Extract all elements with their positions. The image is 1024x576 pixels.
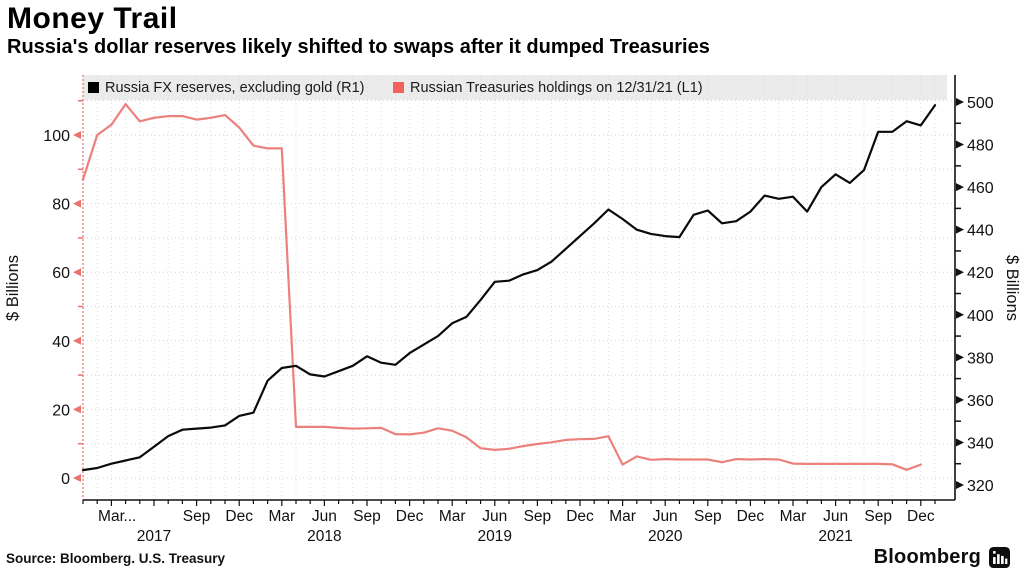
svg-text:Jun: Jun: [312, 508, 337, 525]
bloomberg-logo-text: Bloomberg: [873, 546, 981, 568]
svg-text:Mar: Mar: [609, 508, 636, 525]
svg-text:60: 60: [52, 265, 70, 282]
svg-text:360: 360: [967, 393, 994, 410]
svg-text:Mar: Mar: [780, 508, 807, 525]
svg-text:...: ...: [123, 508, 136, 525]
svg-text:Mar: Mar: [439, 508, 466, 525]
svg-text:Sep: Sep: [353, 508, 381, 525]
svg-text:Dec: Dec: [737, 508, 765, 525]
svg-text:400: 400: [967, 308, 994, 325]
svg-text:340: 340: [967, 435, 994, 452]
svg-text:Sep: Sep: [864, 508, 892, 525]
svg-text:Dec: Dec: [566, 508, 594, 525]
svg-text:80: 80: [52, 197, 70, 214]
svg-text:2019: 2019: [478, 528, 512, 545]
svg-text:440: 440: [967, 223, 994, 240]
legend-swatch-red: [393, 82, 404, 93]
svg-text:480: 480: [967, 138, 994, 155]
svg-text:Sep: Sep: [524, 508, 552, 525]
svg-text:Mar: Mar: [268, 508, 295, 525]
legend-swatch-black: [88, 82, 99, 93]
page-subtitle: Russia's dollar reserves likely shifted …: [7, 36, 710, 58]
svg-text:420: 420: [967, 265, 994, 282]
svg-text:Dec: Dec: [396, 508, 424, 525]
source-text: Source: Bloomberg. U.S. Treasury: [6, 551, 226, 566]
page-title: Money Trail: [7, 2, 178, 35]
svg-text:500: 500: [967, 95, 994, 112]
svg-text:Sep: Sep: [183, 508, 211, 525]
legend-label-fx-reserves: Russia FX reserves, excluding gold (R1): [105, 79, 365, 96]
svg-text:0: 0: [61, 471, 70, 488]
legend-item-fx-reserves: Russia FX reserves, excluding gold (R1): [88, 75, 365, 100]
svg-text:Sep: Sep: [694, 508, 722, 525]
svg-text:380: 380: [967, 350, 994, 367]
svg-text:320: 320: [967, 478, 994, 495]
svg-text:$ Billions: $ Billions: [1003, 255, 1021, 321]
svg-text:Mar: Mar: [98, 508, 125, 525]
svg-text:Jun: Jun: [653, 508, 678, 525]
svg-text:2017: 2017: [137, 528, 171, 545]
svg-text:Dec: Dec: [225, 508, 253, 525]
svg-text:Jun: Jun: [823, 508, 848, 525]
svg-text:Dec: Dec: [907, 508, 935, 525]
svg-text:2018: 2018: [307, 528, 341, 545]
svg-text:$ Billions: $ Billions: [4, 255, 22, 321]
legend-item-treasuries: Russian Treasuries holdings on 12/31/21 …: [393, 75, 703, 100]
svg-text:40: 40: [52, 334, 70, 351]
svg-text:2020: 2020: [648, 528, 683, 545]
bloomberg-terminal-icon: [989, 547, 1010, 568]
svg-text:460: 460: [967, 180, 994, 197]
bloomberg-logo: Bloomberg: [874, 546, 1010, 569]
svg-text:20: 20: [52, 402, 70, 419]
legend-label-treasuries: Russian Treasuries holdings on 12/31/21 …: [410, 79, 703, 96]
svg-text:100: 100: [43, 128, 70, 145]
svg-text:2021: 2021: [818, 528, 852, 545]
svg-text:Jun: Jun: [482, 508, 507, 525]
chart-legend: Russia FX reserves, excluding gold (R1) …: [83, 75, 947, 100]
